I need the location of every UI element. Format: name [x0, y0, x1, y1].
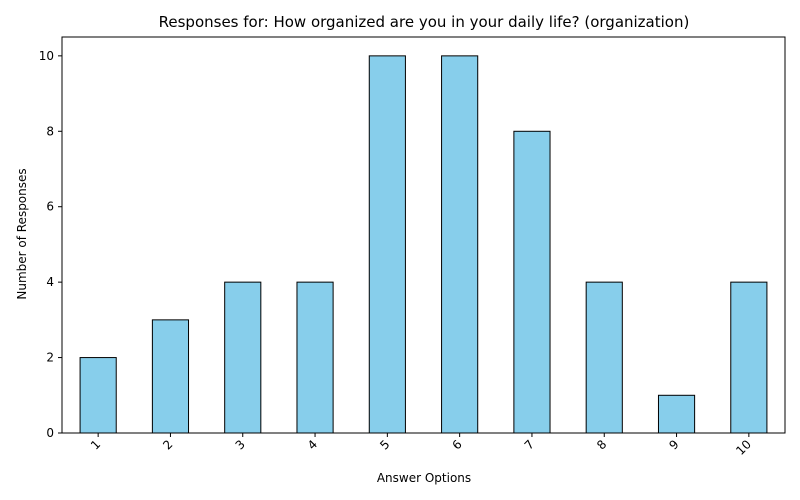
y-tick-label-4: 4 [46, 275, 54, 289]
bar-6 [441, 55, 479, 434]
x-tick-label-10: 10 [733, 437, 754, 458]
x-tick-label-3: 3 [233, 437, 248, 452]
y-tick-label-0: 0 [46, 426, 54, 440]
bar-9 [657, 394, 696, 434]
bar-10 [730, 281, 768, 434]
y-axis-label: Number of Responses [15, 168, 29, 299]
bar-8 [585, 281, 623, 434]
y-tick-label-10: 10 [39, 49, 54, 63]
y-tick-label-8: 8 [46, 124, 54, 138]
x-axis-label: Answer Options [377, 471, 471, 485]
chart-title: Responses for: How organized are you in … [159, 13, 690, 31]
bar-2 [151, 319, 190, 434]
bar-5 [368, 55, 406, 434]
x-tick-label-5: 5 [377, 437, 392, 452]
bar-3 [224, 281, 262, 434]
y-tick-label-2: 2 [46, 351, 54, 365]
x-tick-label-2: 2 [160, 437, 175, 452]
x-tick-label-7: 7 [522, 437, 537, 452]
x-tick-label-1: 1 [88, 437, 103, 452]
bar-7 [513, 130, 551, 434]
bar-4 [296, 281, 334, 434]
bar-1 [79, 357, 117, 434]
axes-frame [61, 36, 786, 434]
x-tick-label-8: 8 [594, 437, 609, 452]
x-tick-label-6: 6 [449, 437, 464, 452]
y-tick-label-6: 6 [46, 200, 54, 214]
x-tick-label-9: 9 [666, 437, 681, 452]
x-tick-label-4: 4 [305, 437, 320, 452]
